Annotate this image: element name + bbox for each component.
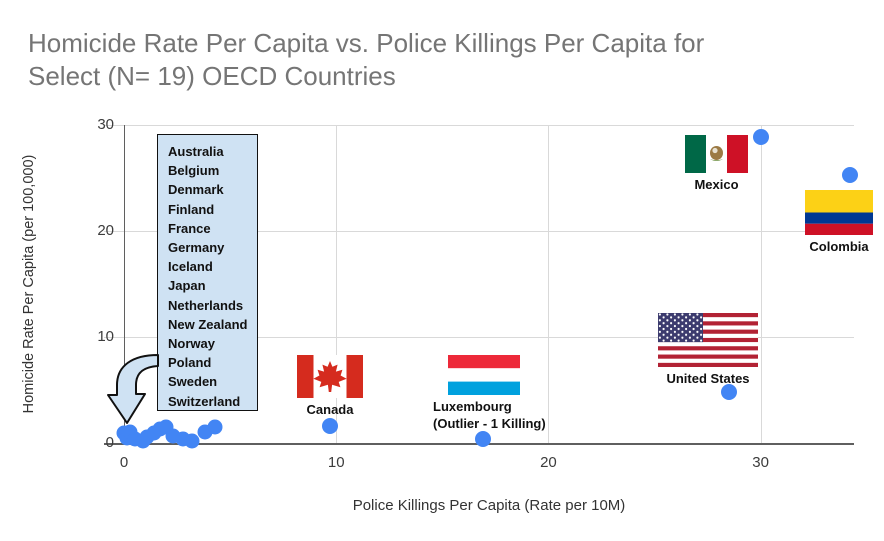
chart-title-line1: Homicide Rate Per Capita vs. Police Kill… xyxy=(28,28,705,58)
y-axis-line xyxy=(124,125,125,443)
data-point-united[interactable] xyxy=(720,384,737,401)
y-tick-label: 0 xyxy=(105,434,114,451)
canada-flag-icon xyxy=(297,355,363,398)
y-tick-label: 20 xyxy=(97,222,114,239)
annotation-colombia: Colombia xyxy=(805,190,873,255)
gridline-vertical xyxy=(760,125,762,443)
cluster-country-item: New Zealand xyxy=(168,316,248,332)
y-tick-label: 10 xyxy=(97,328,114,345)
united-states-label: United States xyxy=(666,371,750,386)
data-point-colombia[interactable] xyxy=(841,166,858,183)
cluster-country-item: Sweden xyxy=(168,374,218,390)
cluster-country-item: Finland xyxy=(168,201,215,217)
cluster-arrow-icon xyxy=(107,354,159,424)
cluster-country-item: Norway xyxy=(168,336,215,352)
cluster-country-item: Switzerland xyxy=(168,393,241,409)
data-point-canada[interactable] xyxy=(321,418,338,435)
canada-label: Canada xyxy=(306,402,354,417)
mexico-flag-icon xyxy=(685,135,748,173)
luxembourg-label: Luxembourg xyxy=(433,399,512,414)
annotation-united-states: United States xyxy=(658,313,758,387)
cluster-country-item: Germany xyxy=(168,240,225,256)
gridline-vertical xyxy=(336,125,338,443)
cluster-country-item: Japan xyxy=(168,278,206,294)
plot-area: 0 10 20 30 0 10 20 30 xyxy=(97,116,858,471)
cluster-country-item: Netherlands xyxy=(168,297,244,313)
chart-title: Homicide Rate Per Capita vs. Police Kill… xyxy=(28,27,704,93)
gridline-vertical xyxy=(548,125,550,443)
x-tick-label: 10 xyxy=(327,454,345,471)
usa-flag-icon xyxy=(658,313,758,367)
colombia-flag-icon xyxy=(805,190,873,235)
x-tick-label: 30 xyxy=(752,454,769,471)
x-tick-label: 20 xyxy=(540,454,557,471)
cluster-country-item: Denmark xyxy=(168,182,224,198)
cluster-country-item: Belgium xyxy=(168,163,220,179)
chart-title-line2: Select (N= 19) OECD Countries xyxy=(28,61,396,91)
cluster-country-item: Poland xyxy=(168,355,212,371)
cluster-country-item: Australia xyxy=(168,144,224,159)
data-point-cluster[interactable] xyxy=(184,433,200,449)
gridline-horizontal xyxy=(104,337,854,338)
cluster-country-item: Iceland xyxy=(168,259,213,275)
y-axis-title: Homicide Rate Per Capita (per 100,000) xyxy=(21,154,37,414)
data-point-luxembourg[interactable] xyxy=(474,430,491,447)
gridline-horizontal xyxy=(104,231,854,232)
cluster-country-item: France xyxy=(168,220,211,236)
annotation-canada: Canada xyxy=(297,355,363,418)
luxembourg-flag-icon xyxy=(448,355,520,395)
y-tick-label: 30 xyxy=(97,116,114,133)
annotation-luxembourg: Luxembourg (Outlier - 1 Killing) xyxy=(433,355,593,432)
x-axis-title: Police Killings Per Capita (Rate per 10M… xyxy=(352,497,626,514)
annotation-mexico: Mexico xyxy=(685,135,748,193)
luxembourg-outlier-note: (Outlier - 1 Killing) xyxy=(433,416,546,431)
colombia-label: Colombia xyxy=(809,239,869,254)
gridline-horizontal xyxy=(104,125,854,126)
mexico-label: Mexico xyxy=(694,177,739,192)
cluster-countries-box: Australia Belgium Denmark Finland France Germ… xyxy=(157,134,258,411)
data-point-mexico[interactable] xyxy=(752,128,769,145)
x-tick-label: 0 xyxy=(119,454,129,471)
data-point-cluster[interactable] xyxy=(207,419,223,435)
